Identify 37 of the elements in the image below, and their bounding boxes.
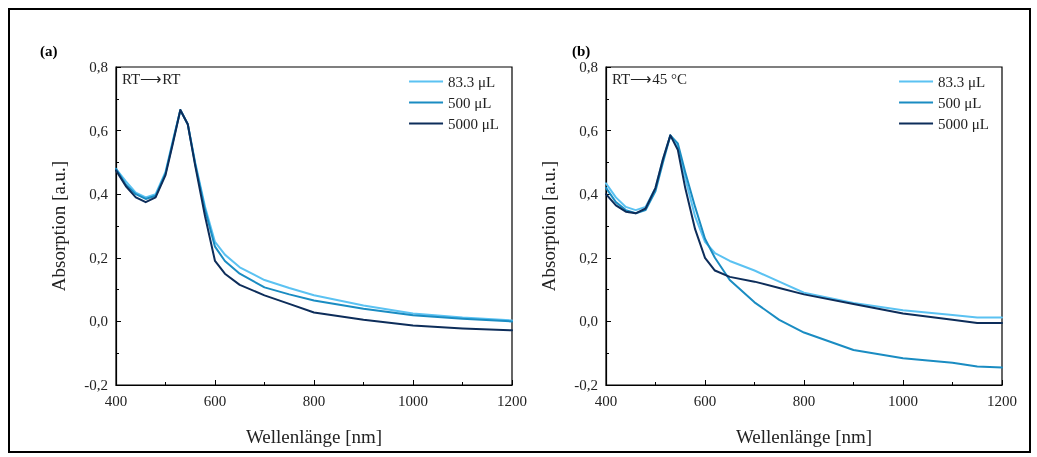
chart-title: (a)	[40, 42, 58, 60]
legend-label: 500 μL	[448, 94, 492, 111]
x-axis-title: Wellenlänge [nm]	[245, 426, 383, 447]
y-tick-label: 0,2	[579, 249, 598, 266]
y-tick-label: 0,0	[579, 313, 598, 330]
y-tick-label: 0,0	[89, 313, 108, 330]
x-tick-label: 600	[693, 392, 717, 409]
legend-label: 5000 μL	[938, 115, 990, 132]
y-tick-label: -0,2	[574, 377, 598, 393]
legend-label: 83.3 μL	[938, 73, 986, 90]
x-tick-label: 1200	[497, 392, 527, 409]
y-tick-label: 0,8	[89, 59, 108, 75]
chart-title: (b)	[572, 42, 591, 60]
y-axis-title: Absorption [a.u.]	[538, 160, 559, 292]
y-tick-label: 0,6	[579, 122, 599, 139]
y-tick-label: 0,6	[89, 122, 109, 139]
y-tick-label: -0,2	[84, 377, 108, 393]
annotation: RT⟶45 °C	[612, 70, 688, 87]
annotation: RT⟶RT	[122, 70, 181, 87]
x-axis-title: Wellenlänge [nm]	[735, 426, 873, 447]
y-tick-label: 0,4	[89, 186, 109, 203]
y-tick-label: 0,4	[579, 186, 599, 203]
x-tick-label: 1000	[398, 392, 428, 409]
y-axis-title: Absorption [a.u.]	[48, 160, 69, 292]
x-tick-label: 800	[792, 392, 816, 409]
legend-label: 83.3 μL	[448, 73, 496, 90]
x-tick-label: 1000	[888, 392, 918, 409]
legend-label: 500 μL	[938, 94, 982, 111]
x-tick-label: 1200	[987, 392, 1017, 409]
y-tick-label: 0,8	[579, 59, 598, 75]
legend-label: 5000 μL	[448, 115, 500, 132]
x-tick-label: 600	[203, 392, 227, 409]
x-tick-label: 400	[594, 392, 618, 409]
x-tick-label: 400	[104, 392, 128, 409]
y-tick-label: 0,2	[89, 249, 108, 266]
x-tick-label: 800	[302, 392, 326, 409]
line-series	[605, 134, 1003, 369]
